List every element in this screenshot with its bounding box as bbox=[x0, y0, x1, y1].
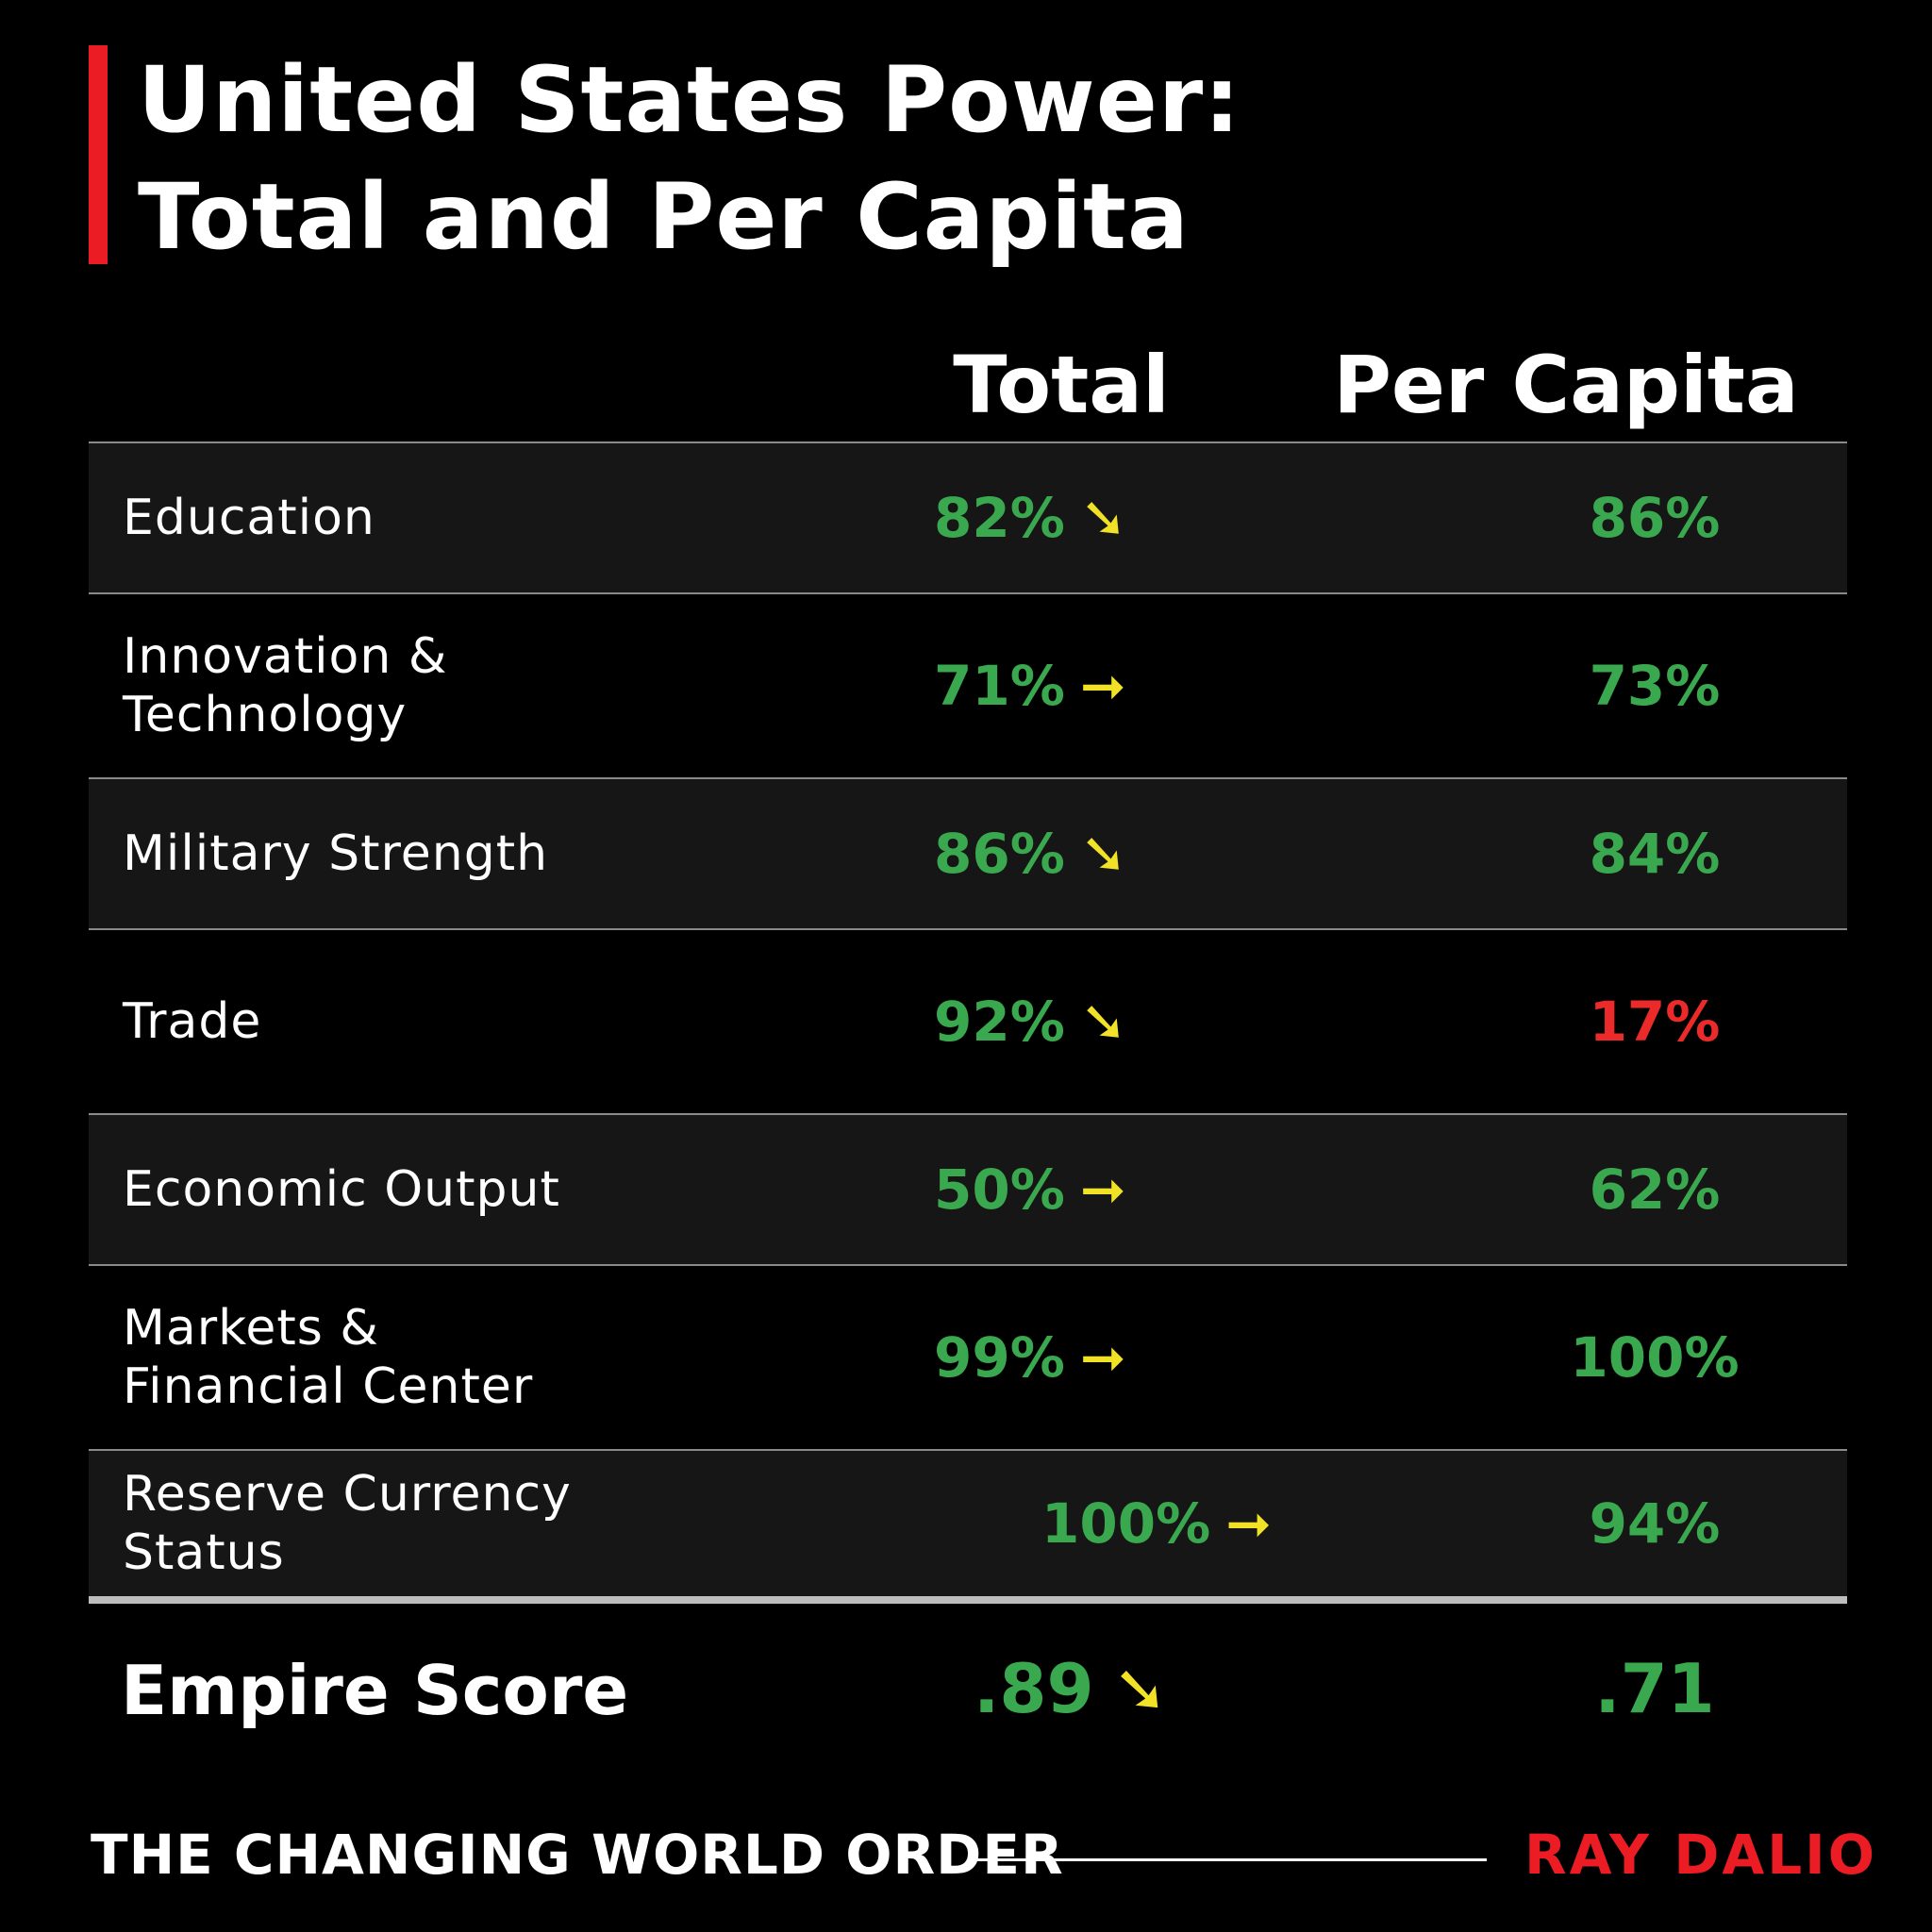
series-title: THE CHANGING WORLD ORDER bbox=[91, 1823, 1064, 1887]
row-per-capita-value: 100% bbox=[1570, 1325, 1740, 1390]
total-percent: 50% bbox=[934, 1158, 1065, 1222]
row-per-capita-value: 94% bbox=[1589, 1491, 1721, 1556]
footer-divider bbox=[977, 1858, 1487, 1861]
table-row: Markets & Financial Center 99% ➞ 100% bbox=[89, 1266, 1847, 1451]
row-total-value: 86% ➘ bbox=[934, 822, 1255, 886]
total-percent: 71% bbox=[934, 654, 1065, 718]
row-per-capita-value: 62% bbox=[1589, 1158, 1721, 1222]
empire-score-label: Empire Score bbox=[121, 1651, 629, 1730]
empire-score-per-capita: .71 bbox=[1594, 1649, 1715, 1728]
row-category: Markets & Financial Center bbox=[123, 1300, 534, 1415]
trend-down-arrow-icon: ➘ bbox=[1079, 989, 1128, 1055]
row-total-value: 100% ➞ bbox=[1041, 1491, 1362, 1556]
row-total-value: 50% ➞ bbox=[934, 1158, 1255, 1222]
table-row: Education 82% ➘ 86% bbox=[89, 443, 1847, 594]
row-per-capita-value: 73% bbox=[1589, 654, 1721, 718]
total-percent: 99% bbox=[934, 1325, 1065, 1390]
row-category: Reserve Currency Status bbox=[123, 1466, 572, 1581]
trend-flat-arrow-icon: ➞ bbox=[1225, 1491, 1272, 1556]
trend-flat-arrow-icon: ➞ bbox=[1079, 654, 1126, 718]
column-header-total: Total bbox=[953, 339, 1170, 431]
title-accent-bar bbox=[89, 45, 108, 264]
table-row: Military Strength 86% ➘ 84% bbox=[89, 779, 1847, 930]
row-per-capita-value: 84% bbox=[1589, 822, 1721, 886]
table-row: Trade 92% ➘ 17% bbox=[89, 930, 1847, 1115]
row-total-value: 99% ➞ bbox=[934, 1325, 1255, 1390]
title-line-1: United States Power: bbox=[138, 47, 1241, 153]
total-percent: 86% bbox=[934, 822, 1065, 886]
trend-flat-arrow-icon: ➞ bbox=[1079, 1325, 1126, 1390]
row-per-capita-value: 17% bbox=[1589, 990, 1721, 1054]
power-table: Education 82% ➘ 86% Innovation & Technol… bbox=[89, 441, 1847, 1604]
empire-score-row: Empire Score .89 ➘ .71 bbox=[89, 1613, 1847, 1764]
row-total-value: 92% ➘ bbox=[934, 990, 1255, 1054]
trend-down-arrow-icon: ➘ bbox=[1079, 485, 1128, 551]
total-percent: 100% bbox=[1041, 1491, 1211, 1556]
row-category: Innovation & Technology bbox=[123, 628, 448, 743]
table-row: Reserve Currency Status 100% ➞ 94% bbox=[89, 1451, 1847, 1604]
total-percent: 82% bbox=[934, 486, 1065, 550]
trend-flat-arrow-icon: ➞ bbox=[1079, 1158, 1126, 1222]
row-category: Trade bbox=[123, 993, 262, 1050]
empire-score-total-value: .89 bbox=[974, 1649, 1094, 1728]
total-percent: 92% bbox=[934, 990, 1065, 1054]
row-total-value: 71% ➞ bbox=[934, 654, 1255, 718]
row-category: Education bbox=[123, 490, 375, 546]
row-category: Economic Output bbox=[123, 1161, 560, 1218]
title-line-2: Total and Per Capita bbox=[138, 164, 1190, 270]
trend-down-arrow-icon: ➘ bbox=[1112, 1650, 1169, 1727]
column-header-per-capita: Per Capita bbox=[1333, 339, 1799, 431]
page-title: United States Power: Total and Per Capit… bbox=[138, 42, 1241, 275]
empire-score-total: .89 ➘ bbox=[974, 1649, 1168, 1728]
trend-down-arrow-icon: ➘ bbox=[1079, 821, 1128, 887]
row-total-value: 82% ➘ bbox=[934, 486, 1255, 550]
row-per-capita-value: 86% bbox=[1589, 486, 1721, 550]
table-row: Economic Output 50% ➞ 62% bbox=[89, 1115, 1847, 1266]
author-name: RAY DALIO bbox=[1524, 1823, 1878, 1887]
table-row: Innovation & Technology 71% ➞ 73% bbox=[89, 594, 1847, 779]
row-category: Military Strength bbox=[123, 825, 549, 882]
